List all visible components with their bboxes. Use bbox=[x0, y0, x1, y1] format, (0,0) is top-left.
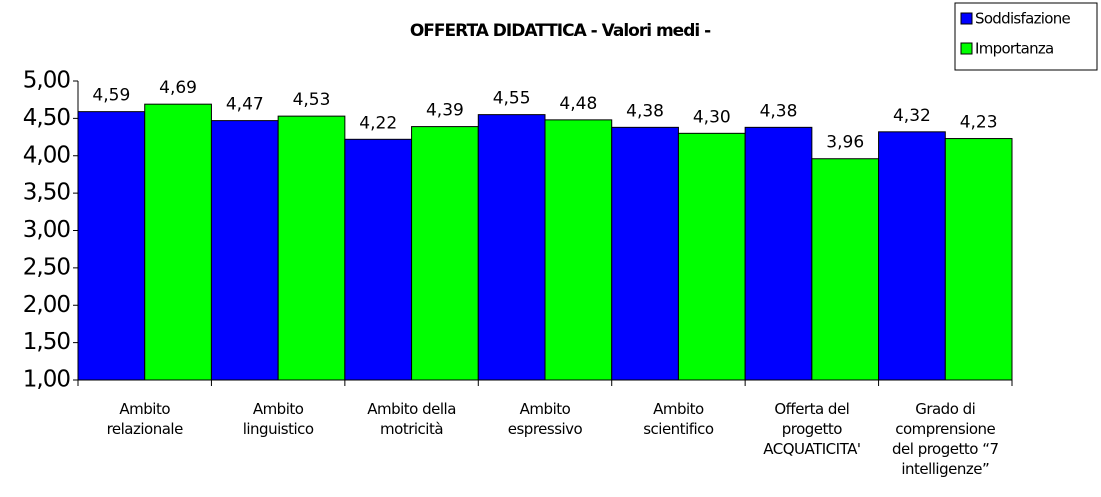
y-tick-label: 4,00 bbox=[23, 142, 71, 168]
data-label: 4,38 bbox=[626, 101, 664, 121]
bar bbox=[677, 132, 746, 381]
bar bbox=[277, 115, 346, 381]
data-label: 4,47 bbox=[226, 95, 264, 115]
x-tick-label: Ambito espressivo bbox=[507, 400, 583, 438]
data-label: 4,48 bbox=[559, 94, 597, 114]
y-tick-label: 3,00 bbox=[23, 217, 71, 243]
x-tick-label: Ambito scientifico bbox=[643, 400, 714, 438]
bar bbox=[477, 114, 546, 381]
y-tick-label: 5,00 bbox=[23, 68, 71, 94]
x-tick-label: Offerta del progetto ACQUATICITA' bbox=[763, 400, 861, 458]
legend-label: Soddisfazione bbox=[975, 10, 1071, 28]
x-tick-label: Ambito relazionale bbox=[106, 400, 184, 438]
legend-swatch bbox=[960, 12, 973, 25]
bar bbox=[77, 111, 146, 381]
y-tick-label: 2,00 bbox=[23, 292, 71, 318]
x-tick-label: Grado di comprensione del progetto “7 in… bbox=[892, 400, 999, 478]
bar bbox=[411, 126, 479, 381]
legend-swatch bbox=[960, 42, 973, 55]
x-tick-label: Ambito della motricità bbox=[367, 400, 456, 438]
data-label: 4,22 bbox=[359, 113, 397, 133]
bar bbox=[144, 103, 212, 381]
bar bbox=[944, 138, 1013, 381]
data-label: 4,30 bbox=[693, 107, 731, 127]
data-label: 4,69 bbox=[159, 78, 197, 98]
data-label: 4,55 bbox=[493, 89, 531, 109]
bar bbox=[344, 138, 413, 381]
data-label: 4,38 bbox=[760, 101, 798, 121]
x-tick-label: Ambito linguistico bbox=[242, 400, 314, 438]
bar bbox=[744, 126, 813, 381]
bar bbox=[878, 131, 946, 381]
bar bbox=[811, 158, 880, 381]
bar bbox=[210, 120, 279, 381]
data-label: 4,23 bbox=[960, 113, 998, 133]
data-label: 3,96 bbox=[826, 133, 864, 153]
data-label: 4,53 bbox=[293, 90, 331, 110]
data-label: 4,39 bbox=[426, 101, 464, 121]
y-tick-label: 1,00 bbox=[23, 367, 71, 393]
chart-title: OFFERTA DIDATTICA - Valori medi - bbox=[410, 21, 711, 41]
data-label: 4,59 bbox=[92, 86, 130, 106]
legend-label: Importanza bbox=[975, 40, 1054, 58]
y-tick-label: 3,50 bbox=[23, 180, 71, 206]
bar bbox=[611, 126, 679, 381]
y-tick-label: 1,50 bbox=[23, 329, 71, 355]
bar bbox=[544, 119, 613, 381]
data-label: 4,32 bbox=[893, 106, 931, 126]
y-tick-label: 4,50 bbox=[23, 105, 71, 131]
legend-box bbox=[954, 2, 1098, 71]
y-tick-label: 2,50 bbox=[23, 254, 71, 280]
